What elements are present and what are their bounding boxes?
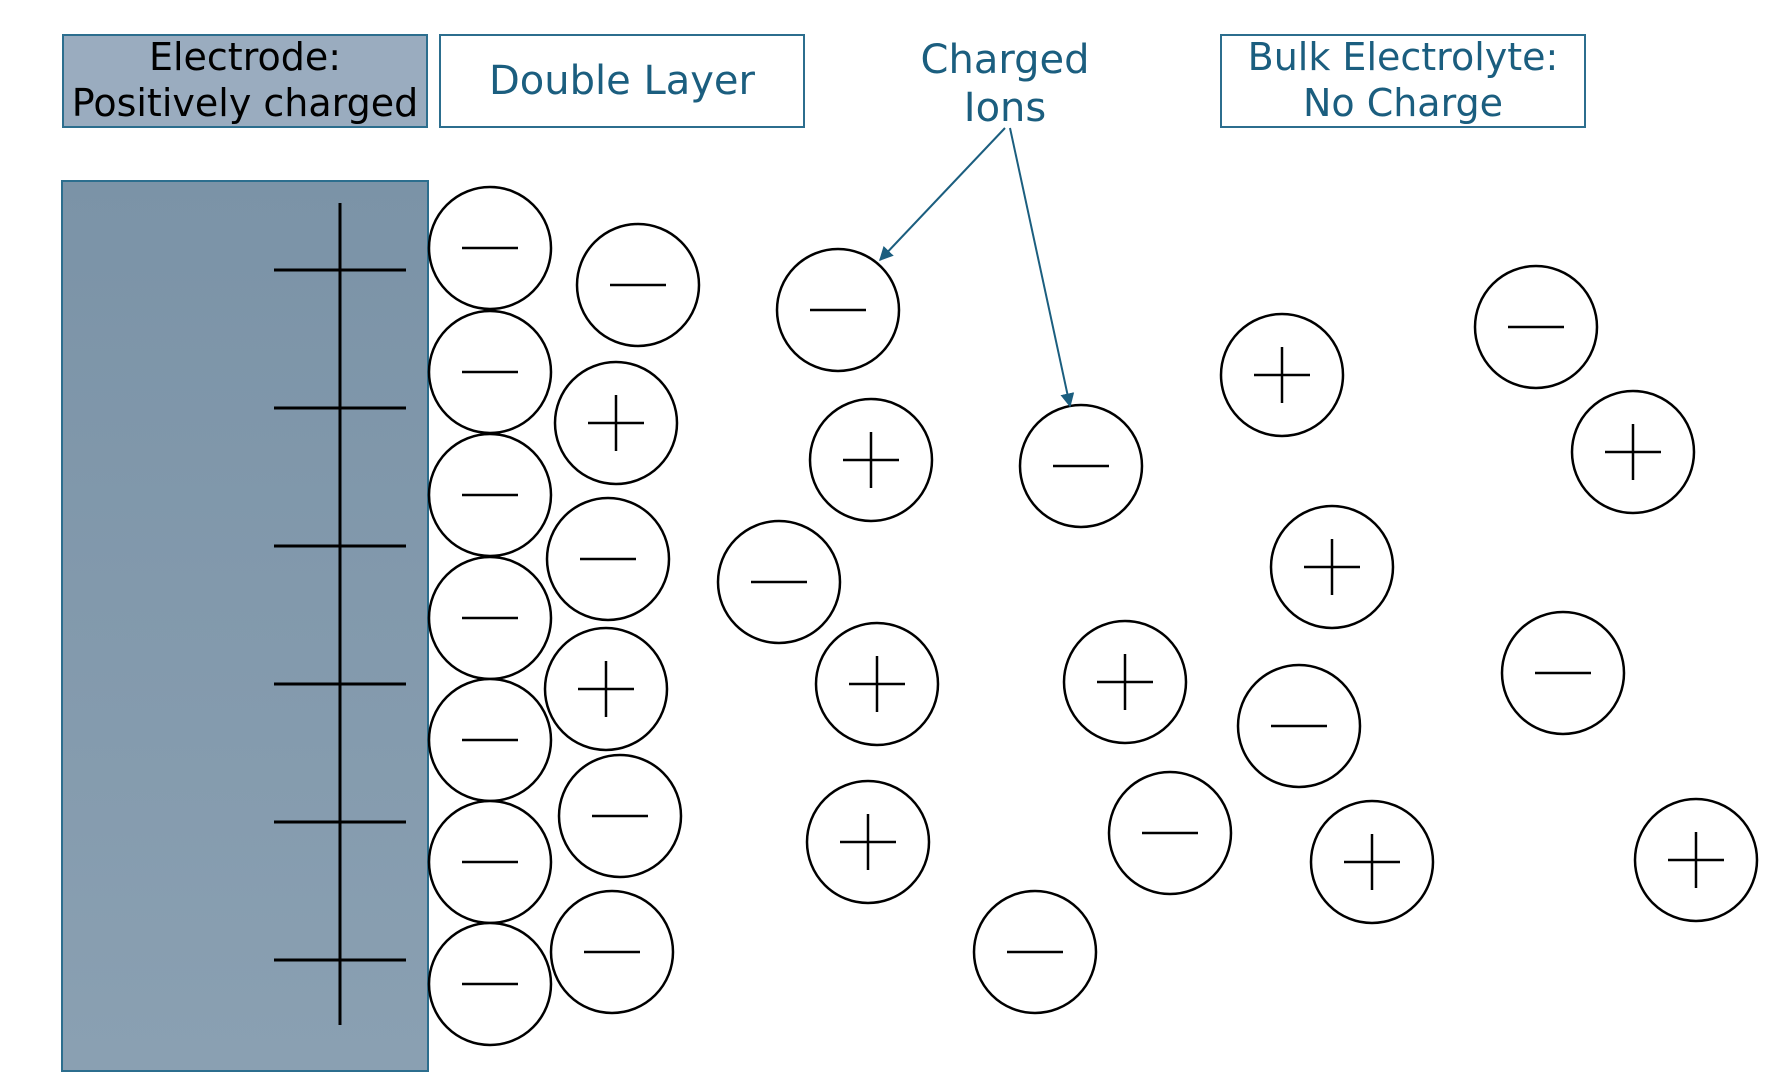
positive-ion	[808, 397, 934, 523]
positive-ion	[1269, 504, 1395, 630]
negative-ion	[427, 555, 553, 681]
negative-ion	[427, 432, 553, 558]
charged-ions-pointer-arrows	[879, 127, 1075, 408]
negative-ion	[545, 496, 671, 622]
arrow-to-positive-ion	[1009, 127, 1075, 408]
negative-ion	[549, 889, 675, 1015]
charged-ions-label-line1: Charged	[920, 37, 1090, 83]
bulk-electrolyte-label-line2: No Charge	[1302, 81, 1504, 125]
negative-ion	[1473, 264, 1599, 390]
negative-ion	[1236, 663, 1362, 789]
positive-ion	[814, 621, 940, 747]
negative-ion	[427, 185, 553, 311]
negative-ion	[1018, 403, 1144, 529]
electrode-label-line1: Electrode:	[148, 35, 342, 80]
positive-ion	[543, 626, 669, 752]
negative-ion	[716, 519, 842, 645]
ions	[427, 185, 1759, 1047]
double-layer-label: Double Layer	[439, 34, 805, 128]
bulk-electrolyte-label: Bulk Electrolyte: No Charge	[1220, 34, 1586, 128]
positive-ion	[1309, 799, 1435, 925]
double-layer-label-text: Double Layer	[489, 58, 755, 104]
negative-ion	[775, 247, 901, 373]
negative-ion	[557, 753, 683, 879]
negative-ion	[427, 309, 553, 435]
electrode-label: Electrode: Positively charged	[62, 34, 428, 128]
positive-ion	[1219, 312, 1345, 438]
charged-ions-label-line2: Ions	[963, 85, 1047, 131]
charged-ions-label: Charged Ions	[870, 36, 1140, 132]
positive-ion	[805, 779, 931, 905]
positive-ion	[1570, 389, 1696, 515]
negative-ion	[972, 889, 1098, 1015]
electrode-surface-charges	[274, 203, 406, 1025]
negative-ion	[427, 921, 553, 1047]
positive-ion	[553, 360, 679, 486]
electrode-plate	[61, 180, 429, 1072]
electrode-label-line2: Positively charged	[71, 81, 419, 125]
negative-ion	[427, 799, 553, 925]
arrow-to-negative-ion	[879, 127, 1006, 262]
bulk-electrolyte-label-line1: Bulk Electrolyte:	[1247, 35, 1559, 80]
positive-ion	[1633, 797, 1759, 923]
negative-ion	[1107, 770, 1233, 896]
negative-ion	[427, 677, 553, 803]
negative-ion	[575, 222, 701, 348]
positive-ion	[1062, 619, 1188, 745]
negative-ion	[1500, 610, 1626, 736]
